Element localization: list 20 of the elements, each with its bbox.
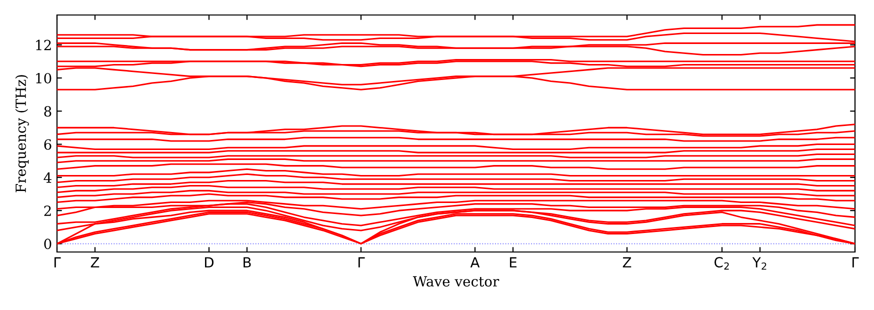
y-tick-label: 12: [36, 40, 51, 50]
y-tick-label: 4: [44, 172, 52, 183]
x-axis-title: Wave vector: [412, 276, 500, 287]
x-tick-label: Y$_{2}$: [752, 257, 766, 270]
x-tick-label: Γ: [852, 257, 859, 268]
x-tick-label: Γ: [358, 257, 365, 268]
y-tick-label: 2: [44, 206, 51, 216]
x-tick-label: Z: [90, 257, 100, 268]
x-tick-label: B: [244, 257, 251, 268]
y-axis-title: Frequency (THz): [15, 75, 29, 192]
x-tick-label: C$_{2}$: [714, 257, 729, 270]
x-tick-label: A: [470, 257, 480, 268]
y-tick-label: 8: [44, 106, 52, 117]
x-tick-label: E: [510, 257, 516, 268]
y-tick-label: 0: [44, 238, 52, 250]
x-tick-label: Z: [622, 257, 632, 268]
y-tick-label: 10: [36, 72, 52, 84]
x-tick-label: D: [205, 257, 214, 268]
y-tick-label: 6: [44, 139, 52, 150]
x-tick-label: Γ: [54, 257, 61, 268]
